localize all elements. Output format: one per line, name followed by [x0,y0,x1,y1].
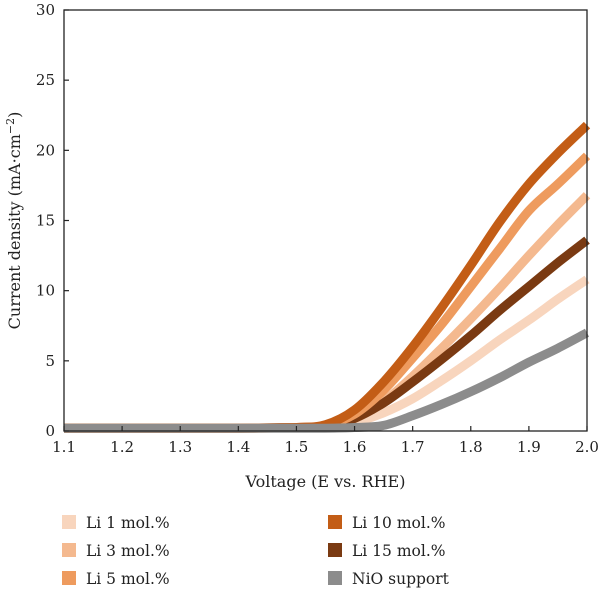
x-tick-label: 1.7 [401,438,425,456]
legend-label: Li 15 mol.% [352,542,445,560]
plot-frame [63,9,588,432]
legend-label: Li 3 mol.% [86,542,170,560]
x-axis-title: Voltage (E vs. RHE) [245,472,406,491]
y-tick-label: 30 [36,1,55,19]
legend-label: Li 5 mol.% [86,570,170,588]
y-axis-title-main: Current density (mA·cm [5,134,24,329]
y-tick-label: 5 [45,352,55,370]
x-tick-label: 1.5 [285,438,309,456]
y-tick-label: 20 [36,141,55,159]
y-tick-label: 25 [36,71,55,89]
legend-swatch [62,543,76,557]
legend: Li 1 mol.% Li 3 mol.% Li 5 mol.% Li 10 mol.… [62,514,450,588]
legend-swatch [62,571,76,585]
y-tick-label: 10 [36,282,55,300]
legend-swatch [328,571,342,585]
legend-swatch [328,543,342,557]
y-axis-title: Current density (mA·cm−2) [4,112,24,330]
y-tick-label: 0 [45,422,55,440]
y-tick-label: 15 [36,212,55,230]
x-tick-label: 2.0 [575,438,599,456]
legend-label: Li 1 mol.% [86,514,170,532]
legend-label: NiO support [352,570,450,588]
series-layer [64,121,591,433]
x-tick-label: 1.1 [52,438,76,456]
y-axis-title-superscript: −2 [4,118,17,134]
x-tick-label: 1.2 [110,438,134,456]
y-axis-title-close: ) [5,112,24,118]
series-line-nio-support [64,328,590,433]
x-tick-label: 1.4 [226,438,250,456]
x-tick-label: 1.9 [517,438,541,456]
x-tick-label: 1.3 [168,438,192,456]
tick-layer: 1.1 1.2 1.3 1.4 1.5 1.6 1.7 1.8 1.9 2.0 0 5 10 15 20 25… [36,1,599,456]
x-tick-label: 1.6 [343,438,367,456]
legend-swatch [328,515,342,529]
series-line-li-5-mol [64,152,591,433]
legend-label: Li 10 mol.% [352,514,445,532]
legend-swatch [62,515,76,529]
x-tick-label: 1.8 [459,438,483,456]
